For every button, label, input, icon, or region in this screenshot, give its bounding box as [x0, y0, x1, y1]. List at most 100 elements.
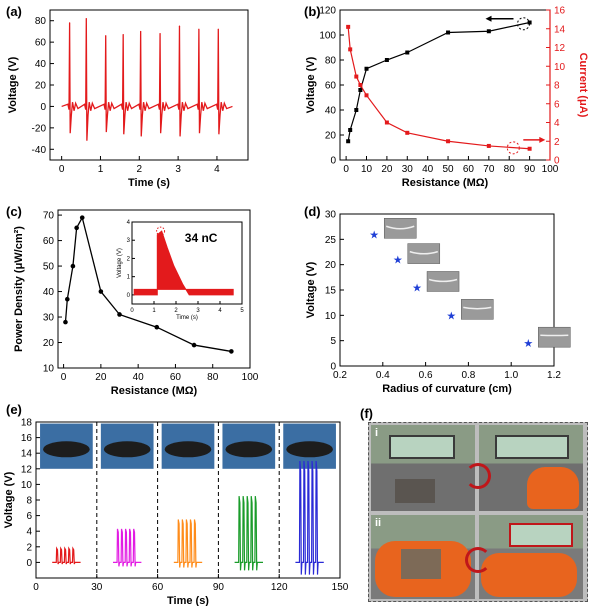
series-line-1 [347, 26, 530, 150]
panel-label: (d) [304, 204, 321, 219]
rotate-arrow-icon [465, 463, 491, 489]
data-point [348, 47, 353, 52]
device-sample [401, 549, 441, 579]
y-tick-label: 40 [325, 106, 337, 117]
y-tick-label: 40 [35, 59, 47, 70]
x-tick-label: 1.0 [504, 370, 518, 381]
voltage-trace [61, 18, 233, 141]
voltage-pulses-0 [52, 546, 81, 565]
y-tick-label: 25 [325, 235, 337, 246]
orange-glove [527, 467, 579, 509]
x-tick-label: 0.4 [376, 370, 390, 381]
data-point [486, 143, 491, 148]
peak-point [85, 17, 87, 20]
inset-x-tick-label: 2 [174, 308, 178, 314]
peak-point [217, 28, 219, 30]
bend-curve [463, 306, 492, 310]
data-point [154, 324, 160, 330]
bend-curve [428, 278, 458, 283]
shoe-silhouette [225, 441, 273, 458]
inset-x-tick-label: 5 [240, 308, 244, 314]
shoe-silhouette [103, 441, 151, 458]
x-axis-label: Resistance (MΩ) [402, 177, 489, 189]
x-axis-label: Radius of curvature (cm) [382, 383, 512, 395]
photo-i-left [371, 425, 475, 511]
data-point [405, 130, 410, 135]
x-tick-label: 40 [422, 164, 434, 175]
y-tick-label: 40 [43, 287, 55, 298]
y2-tick-label: 10 [554, 62, 566, 73]
peak-point [159, 32, 161, 35]
inset-y-axis-label: Voltage (V) [117, 248, 123, 278]
y-tick-label: 20 [325, 260, 337, 271]
panel-label: (e) [6, 402, 22, 417]
y2-tick-label: 12 [554, 43, 566, 54]
y-tick-label: 60 [35, 38, 47, 49]
photo-ii-right [479, 515, 583, 599]
x-tick-label: 80 [504, 164, 516, 175]
highlight-circle [506, 141, 520, 155]
x-tick-label: 1.2 [547, 370, 561, 381]
x-tick-label: 30 [402, 164, 414, 175]
highlight-circle [516, 17, 530, 31]
y-tick-label: 100 [319, 31, 336, 42]
voltage-pulses-3 [234, 496, 263, 571]
data-point-star: ★ [369, 229, 379, 241]
y-tick-label: 5 [330, 336, 336, 347]
x-tick-label: 90 [213, 582, 225, 593]
device-sample [395, 479, 435, 503]
y2-tick-label: 2 [554, 137, 560, 148]
y-tick-label: 30 [325, 210, 337, 221]
y-tick-label: 0 [330, 156, 336, 167]
peak-point [178, 25, 181, 27]
data-point [63, 319, 68, 325]
data-point [364, 93, 369, 98]
inset-y-tick-label: 2 [127, 256, 131, 262]
inset-y-tick-label: 4 [127, 220, 131, 226]
x-tick-label: 0 [343, 164, 349, 175]
inset-highlight-circle [156, 226, 166, 236]
y-tick-label: 0 [330, 362, 336, 373]
x-axis-label: Resistance (MΩ) [111, 385, 198, 397]
voltage-pulses-1 [113, 528, 142, 567]
x-tick-label: 90 [524, 164, 536, 175]
data-point [358, 88, 363, 92]
photo-frame: i ii [368, 422, 588, 602]
shoe-silhouette [164, 441, 212, 458]
data-point [79, 215, 85, 220]
x-tick-label: 60 [152, 582, 164, 593]
voltage-pulses-4 [295, 460, 324, 575]
y-tick-label: 16 [21, 433, 33, 444]
data-point [354, 74, 359, 79]
data-point [74, 225, 79, 231]
data-point [117, 312, 122, 317]
x-tick-label: 3 [175, 164, 181, 175]
y-axis-label: Voltage (V) [7, 56, 19, 113]
lcd-display [495, 435, 569, 459]
data-point [70, 263, 76, 269]
y-tick-label: 120 [319, 6, 336, 17]
panel-e-chart: (e) 0 30 60 90 120 150 0 2 4 6 8 10 12 14 16 18 Time (s) V… [3, 402, 349, 606]
y-tick-label: 80 [325, 56, 337, 67]
inset-x-tick-label: 1 [152, 308, 156, 314]
y-tick-label: 20 [325, 131, 337, 142]
data-point-star: ★ [393, 255, 403, 267]
x-tick-label: 1 [98, 164, 104, 175]
x-tick-label: 0.2 [333, 370, 347, 381]
x-tick-label: 0.8 [461, 370, 475, 381]
x-tick-label: 0 [33, 582, 39, 593]
data-point-star: ★ [412, 282, 422, 294]
y-tick-label: 70 [43, 211, 55, 222]
data-point [229, 349, 234, 354]
y-axis-label: Voltage (V) [3, 471, 15, 528]
x-tick-label: 60 [463, 164, 475, 175]
y-tick-label: 0 [40, 102, 46, 113]
data-point [65, 296, 70, 302]
y-tick-label: 15 [325, 286, 337, 297]
y2-tick-label: 4 [554, 118, 560, 129]
bend-curve [385, 225, 415, 230]
y-tick-label: 60 [325, 81, 337, 92]
panel-f-label: (f) [360, 406, 373, 421]
x-tick-label: 150 [332, 582, 349, 593]
arrow-left-head [485, 15, 492, 22]
